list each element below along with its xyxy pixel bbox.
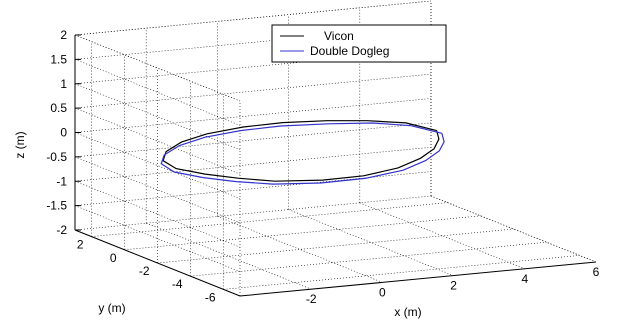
legend-box bbox=[271, 24, 447, 63]
y-tick-label: 2 bbox=[77, 238, 84, 252]
grid-line bbox=[74, 73, 432, 109]
grid-line bbox=[74, 195, 432, 231]
z-tick-label: -0.5 bbox=[46, 150, 67, 164]
x-tick-label: -2 bbox=[306, 292, 317, 306]
grid-line bbox=[217, 216, 383, 283]
x-tick-labels: -2 0 2 4 6 bbox=[306, 265, 600, 306]
y-tick-label: -2 bbox=[139, 264, 150, 278]
z-tick-label: -1 bbox=[56, 174, 67, 188]
grid-line bbox=[190, 241, 547, 277]
legend-label-double-dogleg: Double Dogleg bbox=[310, 44, 389, 58]
legend-label-vicon: Vicon bbox=[324, 29, 354, 43]
y-axis-label: y (m) bbox=[98, 301, 125, 315]
series-line-vicon bbox=[162, 120, 440, 182]
x-tick-label: 4 bbox=[521, 272, 528, 286]
x-tick-label: 6 bbox=[593, 265, 600, 279]
grid-line bbox=[74, 171, 432, 206]
z-tick-label: 2 bbox=[60, 28, 67, 42]
x-axis-label: x (m) bbox=[394, 305, 421, 319]
x-tick-label: 0 bbox=[379, 285, 386, 299]
z-tick-label: 0.5 bbox=[50, 101, 67, 115]
x-axis-line bbox=[239, 261, 597, 297]
grid-line bbox=[74, 98, 432, 133]
z-tick-label: 1 bbox=[60, 77, 67, 91]
x-tick-label: 2 bbox=[450, 279, 457, 293]
z-tick-label: -1.5 bbox=[46, 199, 67, 213]
grid-line bbox=[74, 122, 432, 158]
grid-line bbox=[124, 215, 481, 251]
z-tick-label: 1.5 bbox=[50, 52, 67, 66]
axes-frame bbox=[74, 35, 597, 297]
series-line-double-dogleg bbox=[160, 122, 445, 185]
grid-line bbox=[91, 202, 448, 237]
z-tick-label: -2 bbox=[56, 223, 67, 237]
y-tick-labels: 2 0 -2 -4 -6 bbox=[77, 238, 216, 305]
z-tick-label: 0 bbox=[60, 126, 67, 140]
y-tick-label: 0 bbox=[110, 251, 117, 265]
legend: Vicon Double Dogleg bbox=[271, 24, 447, 63]
z-tick-labels: 2 1.5 1 0.5 0 -0.5 -1 -1.5 -2 bbox=[46, 28, 81, 237]
grid-line bbox=[288, 209, 454, 276]
z-axis-label: z (m) bbox=[13, 131, 27, 158]
y-tick-label: -4 bbox=[172, 277, 183, 291]
y-axis-line bbox=[74, 229, 241, 297]
grid-line bbox=[359, 202, 525, 270]
y-tick-label: -6 bbox=[205, 290, 216, 304]
grid-line bbox=[157, 228, 514, 264]
series-group bbox=[160, 120, 445, 185]
